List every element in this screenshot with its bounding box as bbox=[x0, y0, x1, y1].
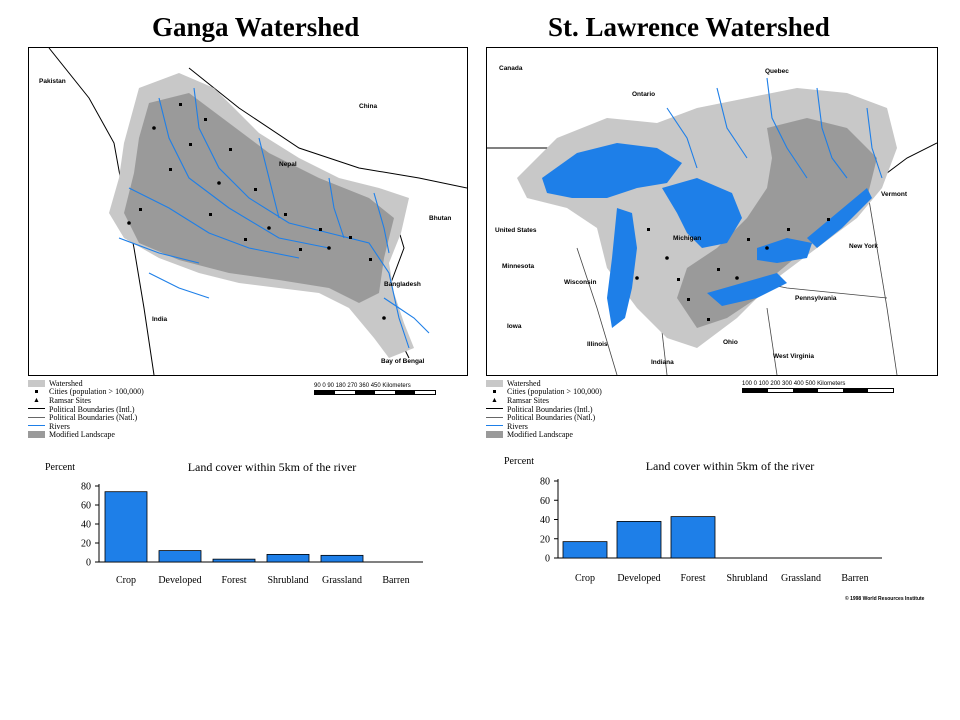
ganga-label-bangladesh: Bangladesh bbox=[384, 281, 421, 288]
x-tick-label: Developed bbox=[617, 573, 660, 584]
legend-row-ramsar: ▲ Ramsar Sites bbox=[33, 395, 91, 405]
ganga-label-nepal: Nepal bbox=[279, 161, 297, 168]
ganga-title: Ganga Watershed bbox=[152, 12, 360, 42]
legend-row-rivers: Rivers bbox=[486, 422, 686, 431]
ganga-label-bay-of-bengal: Bay of Bengal bbox=[381, 358, 425, 365]
stl-label-vermont: Vermont bbox=[881, 191, 908, 198]
bar-crop bbox=[562, 541, 608, 559]
stl-legend: Watershed Cities (population > 100,000) … bbox=[486, 379, 686, 439]
ganga-map: Pakistan China Nepal Bhutan Bangladesh I… bbox=[28, 47, 468, 376]
legend-row-ramsar: ▲ Ramsar Sites bbox=[491, 395, 549, 405]
chart-title: Land cover within 5km of the river bbox=[646, 459, 815, 473]
legend-row-cities: Cities (population > 100,000) bbox=[486, 387, 686, 396]
bar-shrubland bbox=[266, 554, 310, 563]
stl-label-ontario: Ontario bbox=[632, 91, 655, 98]
bar-forest bbox=[670, 516, 716, 559]
credit-text: © 1998 World Resources Institute bbox=[845, 596, 925, 602]
legend-row-cities: Cities (population > 100,000) bbox=[28, 387, 228, 396]
x-tick-label: Shrubland bbox=[726, 573, 767, 584]
x-tick-label: Forest bbox=[681, 573, 706, 584]
legend-row-natl-boundary: Political Boundaries (Natl.) bbox=[28, 413, 228, 422]
y-tick-label: 60 bbox=[81, 501, 91, 512]
y-tick-label: 40 bbox=[81, 520, 91, 531]
chart-title: Land cover within 5km of the river bbox=[188, 460, 357, 474]
stl-label-illinois: Illinois bbox=[587, 341, 608, 348]
legend-row-modified: Modified Landscape bbox=[28, 430, 228, 439]
stlawrence-landcover-chart: Land cover within 5km of the river Percen… bbox=[504, 456, 882, 584]
x-tick-label: Grassland bbox=[322, 575, 362, 586]
ganga-legend: Watershed Cities (population > 100,000) … bbox=[28, 379, 228, 439]
ganga-scale-text: 90 0 90 180 270 360 450 Kilometers bbox=[314, 383, 411, 389]
bar-grassland bbox=[320, 554, 364, 563]
ganga-landcover-chart: Land cover within 5km of the river Percen… bbox=[45, 460, 423, 586]
stl-label-quebec: Quebec bbox=[765, 68, 789, 75]
stl-label-wisconsin: Wisconsin bbox=[564, 279, 596, 286]
legend-row-natl-boundary: Political Boundaries (Natl.) bbox=[486, 413, 686, 422]
ganga-label-india: India bbox=[152, 316, 168, 323]
ganga-label-bhutan: Bhutan bbox=[429, 215, 451, 222]
stlawrence-title: St. Lawrence Watershed bbox=[548, 12, 830, 42]
y-tick-label: 0 bbox=[545, 554, 550, 565]
stl-label-minnesota: Minnesota bbox=[502, 263, 535, 270]
y-tick-label: 0 bbox=[86, 558, 91, 569]
x-tick-label: Grassland bbox=[781, 573, 821, 584]
y-tick-label: 20 bbox=[81, 539, 91, 550]
stl-label-new-york: New York bbox=[849, 243, 878, 250]
x-tick-label: Crop bbox=[116, 575, 136, 586]
y-tick-label: 20 bbox=[540, 534, 550, 545]
stl-label-united-states: United States bbox=[495, 227, 537, 234]
stl-label-iowa: Iowa bbox=[507, 323, 522, 330]
stl-label-michigan: Michigan bbox=[673, 235, 701, 242]
y-axis-label: Percent bbox=[504, 456, 534, 467]
stl-scale-text: 100 0 100 200 300 400 500 Kilometers bbox=[742, 381, 846, 387]
legend-row-watershed: Watershed bbox=[486, 379, 686, 388]
stl-scale-bar: 100 0 100 200 300 400 500 Kilometers bbox=[742, 381, 894, 393]
stl-label-pennsylvania: Pennsylvania bbox=[795, 295, 837, 302]
legend-row-intl-boundary: Political Boundaries (Intl.) bbox=[28, 405, 228, 414]
ganga-label-pakistan: Pakistan bbox=[39, 78, 66, 85]
x-tick-label: Barren bbox=[382, 575, 409, 586]
bar-forest bbox=[212, 558, 256, 563]
x-tick-label: Developed bbox=[158, 575, 201, 586]
stl-label-ohio: Ohio bbox=[723, 339, 738, 346]
y-tick-label: 80 bbox=[540, 477, 550, 488]
legend-row-rivers: Rivers bbox=[28, 422, 228, 431]
stl-label-indiana: Indiana bbox=[651, 359, 674, 366]
ganga-scale-bar: 90 0 90 180 270 360 450 Kilometers bbox=[314, 383, 436, 395]
x-tick-label: Crop bbox=[575, 573, 595, 584]
x-tick-label: Barren bbox=[841, 573, 868, 584]
stlawrence-map: Canada Ontario Quebec United States Verm… bbox=[486, 47, 938, 376]
x-tick-label: Forest bbox=[222, 575, 247, 586]
stl-label-canada: Canada bbox=[499, 65, 523, 72]
bar-crop bbox=[104, 491, 148, 563]
legend-row-modified: Modified Landscape bbox=[486, 430, 686, 439]
ganga-label-china: China bbox=[359, 103, 377, 110]
x-tick-label: Shrubland bbox=[267, 575, 308, 586]
bar-developed bbox=[158, 550, 202, 563]
y-tick-label: 40 bbox=[540, 515, 550, 526]
y-tick-label: 80 bbox=[81, 482, 91, 493]
bar-developed bbox=[616, 521, 662, 559]
legend-row-watershed: Watershed bbox=[28, 379, 228, 388]
y-axis-label: Percent bbox=[45, 462, 75, 473]
stl-label-west-virginia: West Virginia bbox=[773, 353, 814, 360]
legend-row-intl-boundary: Political Boundaries (Intl.) bbox=[486, 405, 686, 414]
y-tick-label: 60 bbox=[540, 496, 550, 507]
